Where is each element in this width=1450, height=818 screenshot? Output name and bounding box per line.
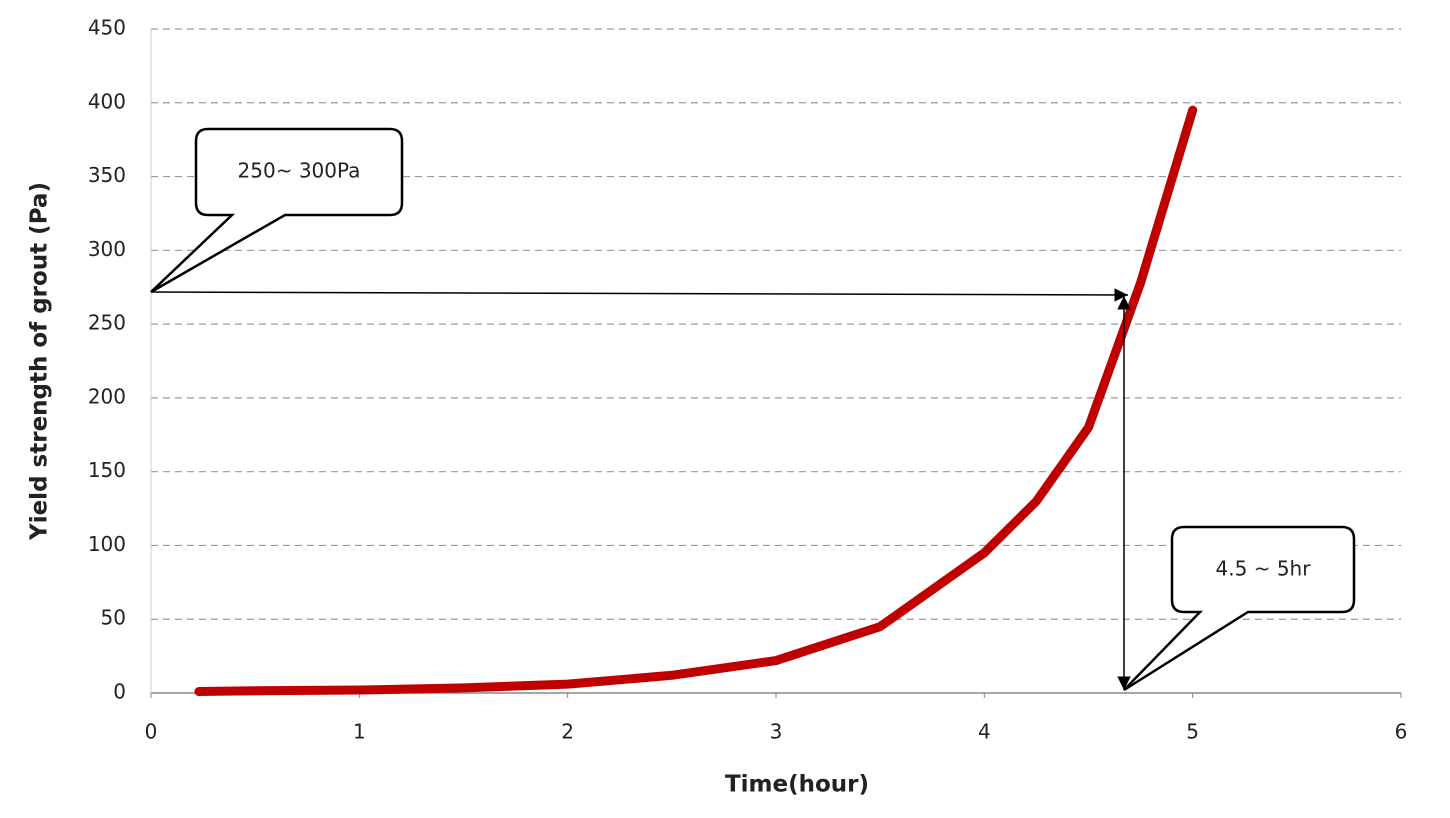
y-axis-title: Yield strength of grout (Pa) bbox=[27, 182, 53, 541]
x-axis-title: Time(hour) bbox=[725, 772, 869, 798]
data-line bbox=[194, 105, 1198, 697]
y-tick-label: 250 bbox=[88, 311, 126, 335]
y-tick-label: 450 bbox=[88, 16, 126, 40]
annotation: 250~ 300Pa bbox=[238, 159, 361, 183]
x-tick-label: 1 bbox=[353, 720, 366, 744]
y-tick-label: 0 bbox=[113, 680, 126, 704]
callout bbox=[1123, 525, 1356, 692]
x-tick-label: 2 bbox=[561, 720, 574, 744]
y-tick-label: 100 bbox=[88, 532, 126, 556]
plot bbox=[194, 105, 1198, 697]
x-tick-label: 6 bbox=[1395, 720, 1408, 744]
y-tick-label: 200 bbox=[88, 384, 126, 408]
x-tick-label: 0 bbox=[145, 720, 158, 744]
annotation: 4.5 ~ 5hr bbox=[1216, 557, 1312, 581]
x-tick-label: 4 bbox=[978, 720, 991, 744]
y-tick-label: 350 bbox=[88, 163, 126, 187]
reference-arrow bbox=[150, 288, 1129, 302]
callout bbox=[150, 127, 404, 294]
y-tick-label: 300 bbox=[88, 237, 126, 261]
y-tick-label: 150 bbox=[88, 458, 126, 482]
y-tick-label: 400 bbox=[88, 89, 126, 113]
x-tick-label: 3 bbox=[770, 720, 783, 744]
x-tick-label: 5 bbox=[1186, 720, 1199, 744]
y-tick-label: 50 bbox=[101, 606, 126, 630]
